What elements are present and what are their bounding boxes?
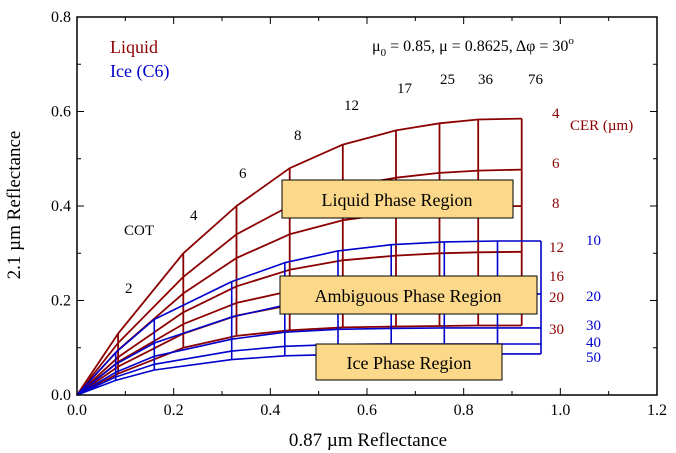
liquid-cer-curve [76, 324, 522, 396]
cot-label: 4 [190, 208, 198, 224]
ice-cer-curve [76, 240, 541, 396]
cot-label: 76 [528, 72, 544, 88]
svg-text:Liquid Phase Region: Liquid Phase Region [322, 190, 473, 210]
x-tick-label: 0.8 [454, 402, 474, 419]
x-tick-label: 0.6 [357, 402, 377, 419]
liquid-cer-label: 20 [549, 290, 564, 306]
ice-cer-label: 30 [586, 318, 601, 334]
axis-ticks-layer: 0.0 0.2 0.4 0.6 0.8 1.0 1.2 0.0 0.2 0.4 0.6 0.8 [51, 9, 667, 419]
liquid-cer-label: 12 [549, 240, 564, 256]
x-tick-label: 0.0 [67, 402, 87, 419]
ice-cer-label: 10 [586, 233, 601, 249]
x-axis-label: 0.87 µm Reflectance [289, 430, 447, 451]
x-tick-label: 0.2 [164, 402, 184, 419]
cot-label: 25 [440, 72, 455, 88]
cot-label: 2 [125, 281, 133, 297]
legend-liquid-label: Liquid [110, 37, 158, 57]
cot-label: 8 [294, 128, 302, 144]
x-tick-label: 1.2 [647, 402, 667, 419]
region-liquid: Liquid Phase Region [281, 179, 514, 219]
cot-label: 36 [478, 72, 494, 88]
cot-label: 12 [344, 98, 359, 114]
svg-text:Ice Phase Region: Ice Phase Region [347, 353, 472, 373]
x-tick-label: 1.0 [550, 402, 570, 419]
liquid-cer-curve [76, 117, 522, 396]
region-ice: Ice Phase Region [315, 343, 503, 381]
cot-labels: 2 4 6 8 12 17 25 36 76 [125, 72, 544, 297]
y-tick-label: 0.4 [51, 198, 71, 215]
liquid-cer-labels: 4 6 8 12 16 20 30 [549, 106, 565, 338]
legend-ice-label: Ice (C6) [110, 61, 169, 82]
y-axis-label: 2.1 µm Reflectance [4, 131, 25, 280]
ice-cer-label: 40 [586, 335, 601, 351]
chart-title: μ0 = 0.85, μ = 0.8625, Δφ = 30o [372, 35, 574, 59]
cer-axis-label: CER (µm) [570, 118, 633, 134]
y-tick-label: 0.2 [51, 293, 71, 310]
liquid-cer-label: 6 [552, 156, 560, 172]
region-ambiguous: Ambiguous Phase Region [279, 275, 538, 315]
ice-cer-label: 50 [586, 350, 601, 366]
y-tick-label: 0.6 [51, 104, 71, 121]
y-tick-label: 0.8 [51, 9, 71, 26]
cot-label: 17 [397, 81, 413, 97]
liquid-cer-label: 4 [552, 106, 560, 122]
ice-cer-curve [76, 327, 541, 396]
cot-axis-label: COT [124, 223, 154, 239]
liquid-cer-label: 16 [549, 269, 565, 285]
liquid-cer-curve [76, 250, 522, 396]
y-tick-label: 0.0 [51, 387, 71, 404]
svg-text:Ambiguous Phase Region: Ambiguous Phase Region [315, 286, 502, 306]
ice-cer-labels: 10 20 30 40 50 [586, 233, 601, 366]
x-tick-label: 0.4 [260, 402, 280, 419]
cot-label: 6 [239, 166, 247, 182]
ice-cer-label: 20 [586, 289, 601, 305]
liquid-cer-label: 30 [549, 322, 564, 338]
svg-text:μ0 = 0.85, μ = 0.8625, Δφ = 30: μ0 = 0.85, μ = 0.8625, Δφ = 30o [372, 35, 574, 59]
liquid-cer-label: 8 [552, 196, 560, 212]
